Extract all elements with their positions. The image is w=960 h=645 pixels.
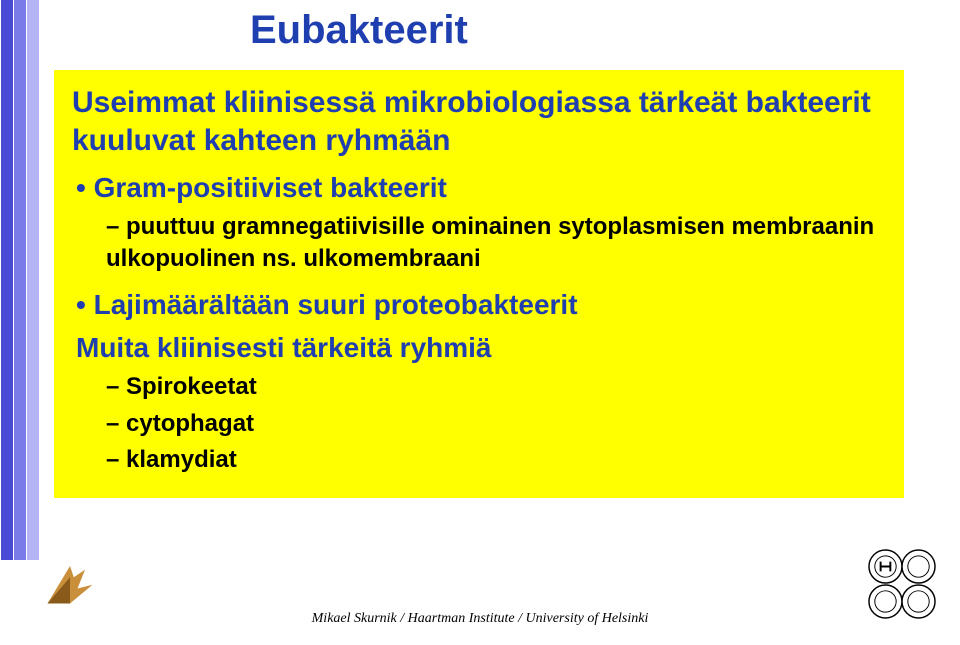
stripe-3 [27,0,39,560]
footer-citation: Mikael Skurnik / Haartman Institute / Un… [0,611,960,627]
bullet-gram-positive: Gram-positiiviset bakteerit [76,169,886,207]
stripe-footer-blocks [0,527,39,545]
sub-gram-positive-detail: puuttuu gramnegatiivisille ominainen syt… [106,211,886,276]
bullet-proteobacteria: Lajimäärältään suuri proteobakteerit [76,286,886,324]
sub-spirochetes: Spirokeetat [106,371,886,403]
sub-cytophaga: cytophagat [106,408,886,440]
slide: Eubakteerit Useimmat kliinisessä mikrobi… [0,0,960,645]
stripe-block-1 [1,527,13,545]
stripe-2 [14,0,26,560]
sidebar-stripes [0,0,40,560]
stripe-block-2 [14,527,26,545]
torch-logo-icon [30,551,110,611]
stripe-block-3 [27,527,39,545]
lead-text: Useimmat kliinisessä mikrobiologiassa tä… [72,84,886,159]
sub-chlamydia: klamydiat [106,444,886,476]
group-other-title: Muita kliinisesti tärkeitä ryhmiä [76,329,886,367]
slide-title: Eubakteerit [250,8,468,53]
stripe-1 [1,0,13,560]
content-box: Useimmat kliinisessä mikrobiologiassa tä… [54,70,904,498]
